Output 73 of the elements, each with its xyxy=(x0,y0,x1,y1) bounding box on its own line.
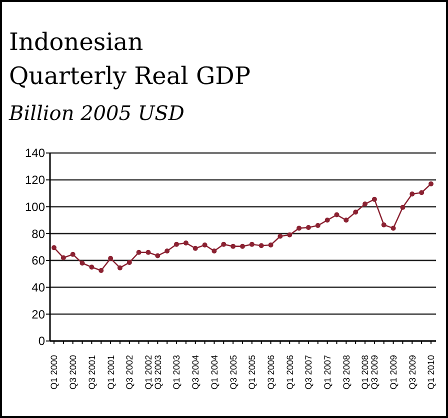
point xyxy=(212,248,217,254)
y-tick-label: 80 xyxy=(32,226,46,241)
point xyxy=(428,181,434,186)
point xyxy=(89,264,94,270)
x-tick-label: Q1 2000 xyxy=(49,355,60,390)
point xyxy=(174,242,180,247)
point xyxy=(400,204,406,210)
x-tick-label: Q1 2005 xyxy=(247,355,258,390)
x-tick-label: Q1 2008 xyxy=(360,355,370,390)
y-tick-label: 60 xyxy=(32,254,46,268)
y-tick-label: 100 xyxy=(24,200,46,214)
x-tick-label: Q1 2001 xyxy=(106,355,116,390)
point xyxy=(221,242,226,247)
chart-subtitle: Billion 2005 USD xyxy=(8,101,184,125)
point xyxy=(306,225,311,230)
point xyxy=(126,260,132,265)
x-tick-label: Q3 2008 xyxy=(341,355,352,390)
point xyxy=(117,265,122,270)
point xyxy=(296,226,302,231)
x-tick-label: Q3 2001 xyxy=(86,355,97,390)
y-tick-label: 20 xyxy=(32,307,46,322)
x-tick-label: Q3 2000 xyxy=(68,355,78,390)
point xyxy=(381,222,386,228)
point xyxy=(164,248,170,254)
point xyxy=(192,246,198,251)
x-tick-label: Q1 2006 xyxy=(284,355,295,390)
x-tick-label: Q3 2003 xyxy=(152,355,163,390)
point xyxy=(287,232,292,238)
x-tick-label: Q3 2004 xyxy=(190,355,201,390)
point xyxy=(344,218,349,223)
x-tick-label: Q3 2005 xyxy=(228,355,238,390)
point xyxy=(419,190,424,196)
point xyxy=(108,256,114,261)
point xyxy=(230,244,236,249)
x-tick-label: Q1 2007 xyxy=(322,355,333,390)
point xyxy=(249,242,254,247)
y-tick-label: 140 xyxy=(24,146,46,160)
x-tick-label: Q1 2004 xyxy=(209,355,220,390)
point xyxy=(278,234,283,239)
point xyxy=(202,242,208,248)
y-tick-label: 40 xyxy=(32,280,46,294)
point xyxy=(52,245,56,250)
point xyxy=(98,268,104,273)
point xyxy=(240,244,245,249)
x-tick-label: Q3 2009 xyxy=(407,355,418,390)
point xyxy=(60,255,66,260)
y-tick-label: 0 xyxy=(38,334,46,348)
point xyxy=(183,240,188,246)
point xyxy=(146,250,151,255)
point xyxy=(372,196,377,202)
x-tick-label: Q1 2003 xyxy=(172,355,182,390)
chart-title: Indonesian Quarterly Real GDP xyxy=(9,28,251,90)
point xyxy=(362,202,368,207)
x-tick-label: Q1 2010 xyxy=(426,355,436,390)
y-tick-label: 120 xyxy=(24,173,46,188)
x-tick-label: Q3 2009 xyxy=(370,355,380,390)
point xyxy=(410,191,415,196)
x-tick-label: Q3 2006 xyxy=(266,355,276,390)
x-tick-label: Q1 2009 xyxy=(388,355,398,390)
point xyxy=(268,242,274,248)
point xyxy=(390,226,396,231)
point xyxy=(155,253,160,258)
point xyxy=(258,243,264,248)
point xyxy=(70,252,76,257)
point xyxy=(353,210,358,215)
point xyxy=(315,223,320,228)
point xyxy=(136,250,142,255)
point xyxy=(334,212,340,218)
x-tick-label: Q1 2002 xyxy=(143,355,154,390)
point xyxy=(324,218,330,223)
x-tick-label: Q3 2002 xyxy=(124,355,135,390)
x-tick-label: Q3 2007 xyxy=(304,355,314,390)
point xyxy=(80,260,85,266)
